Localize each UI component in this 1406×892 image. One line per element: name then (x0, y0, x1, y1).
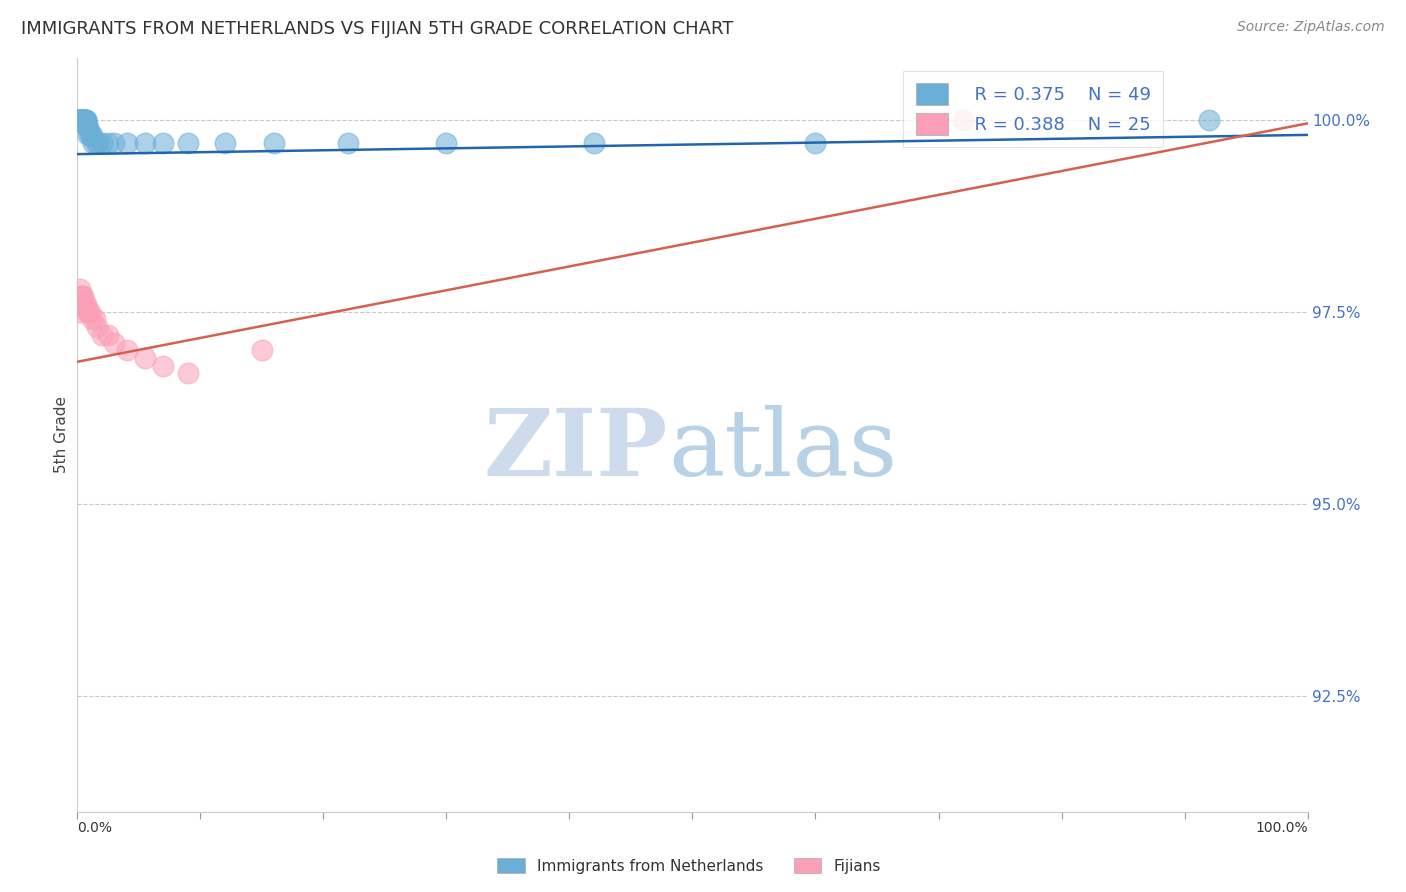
Point (82, 312, 104, 326)
Legend:   R = 0.375    N = 49,   R = 0.388    N = 25: R = 0.375 N = 49, R = 0.388 N = 25 (903, 70, 1163, 147)
Point (67, 305, 90, 319)
Point (75, 112, 97, 127)
Point (152, 136, 174, 150)
Point (70, 289, 93, 303)
Point (70, 112, 93, 127)
Point (436, 136, 458, 150)
Point (804, 136, 827, 150)
Point (79, 305, 101, 319)
Point (72, 112, 94, 127)
Point (72, 112, 94, 127)
Point (73, 112, 96, 127)
Text: ZIP: ZIP (484, 405, 668, 495)
Point (177, 367, 200, 381)
Point (214, 136, 236, 150)
Point (97, 327, 120, 342)
Point (75, 297, 97, 311)
Point (79, 128, 101, 142)
Point (115, 136, 138, 150)
Point (70, 112, 93, 127)
Text: Source: ZipAtlas.com: Source: ZipAtlas.com (1237, 20, 1385, 34)
Point (84, 136, 107, 150)
Point (77, 305, 100, 319)
Point (73, 112, 96, 127)
Point (70, 289, 93, 303)
Point (103, 136, 125, 150)
Point (76, 120, 98, 135)
Point (134, 136, 156, 150)
Point (72, 297, 94, 311)
Point (69, 112, 91, 127)
Point (69, 112, 91, 127)
Legend: Immigrants from Netherlands, Fijians: Immigrants from Netherlands, Fijians (491, 852, 887, 880)
Point (70, 112, 93, 127)
Text: 100.0%: 100.0% (1256, 821, 1308, 835)
Text: atlas: atlas (668, 405, 897, 495)
Point (152, 359, 174, 373)
Point (134, 351, 156, 365)
Point (70, 112, 93, 127)
Point (69, 112, 91, 127)
Point (115, 343, 138, 358)
Point (75, 112, 97, 127)
Point (77, 120, 100, 135)
Point (1198, 112, 1220, 127)
Point (76, 120, 98, 135)
Point (80, 128, 103, 142)
Point (75, 112, 97, 127)
Point (70, 112, 93, 127)
Point (82, 136, 104, 150)
Y-axis label: 5th Grade: 5th Grade (53, 396, 69, 474)
Point (177, 136, 200, 150)
Point (103, 335, 125, 350)
Point (70, 297, 93, 311)
Point (72, 112, 94, 127)
Point (70, 112, 93, 127)
Point (90, 327, 114, 342)
Point (72, 112, 94, 127)
Point (90, 136, 114, 150)
Point (67, 112, 90, 127)
Point (583, 136, 606, 150)
Point (952, 112, 974, 127)
Point (73, 297, 96, 311)
Point (69, 297, 91, 311)
Point (97, 136, 120, 150)
Point (70, 112, 93, 127)
Point (72, 112, 94, 127)
Point (73, 112, 96, 127)
Point (263, 136, 285, 150)
Text: IMMIGRANTS FROM NETHERLANDS VS FIJIAN 5TH GRADE CORRELATION CHART: IMMIGRANTS FROM NETHERLANDS VS FIJIAN 5T… (21, 20, 734, 37)
Point (77, 128, 100, 142)
Point (337, 136, 360, 150)
Point (250, 343, 273, 358)
Point (87, 136, 110, 150)
Text: 0.0%: 0.0% (77, 821, 112, 835)
Point (76, 305, 98, 319)
Point (70, 112, 93, 127)
Point (86, 320, 108, 334)
Point (72, 289, 94, 303)
Point (67, 112, 90, 127)
Point (82, 128, 104, 142)
Point (83, 312, 105, 326)
Point (69, 282, 91, 296)
Point (70, 112, 93, 127)
